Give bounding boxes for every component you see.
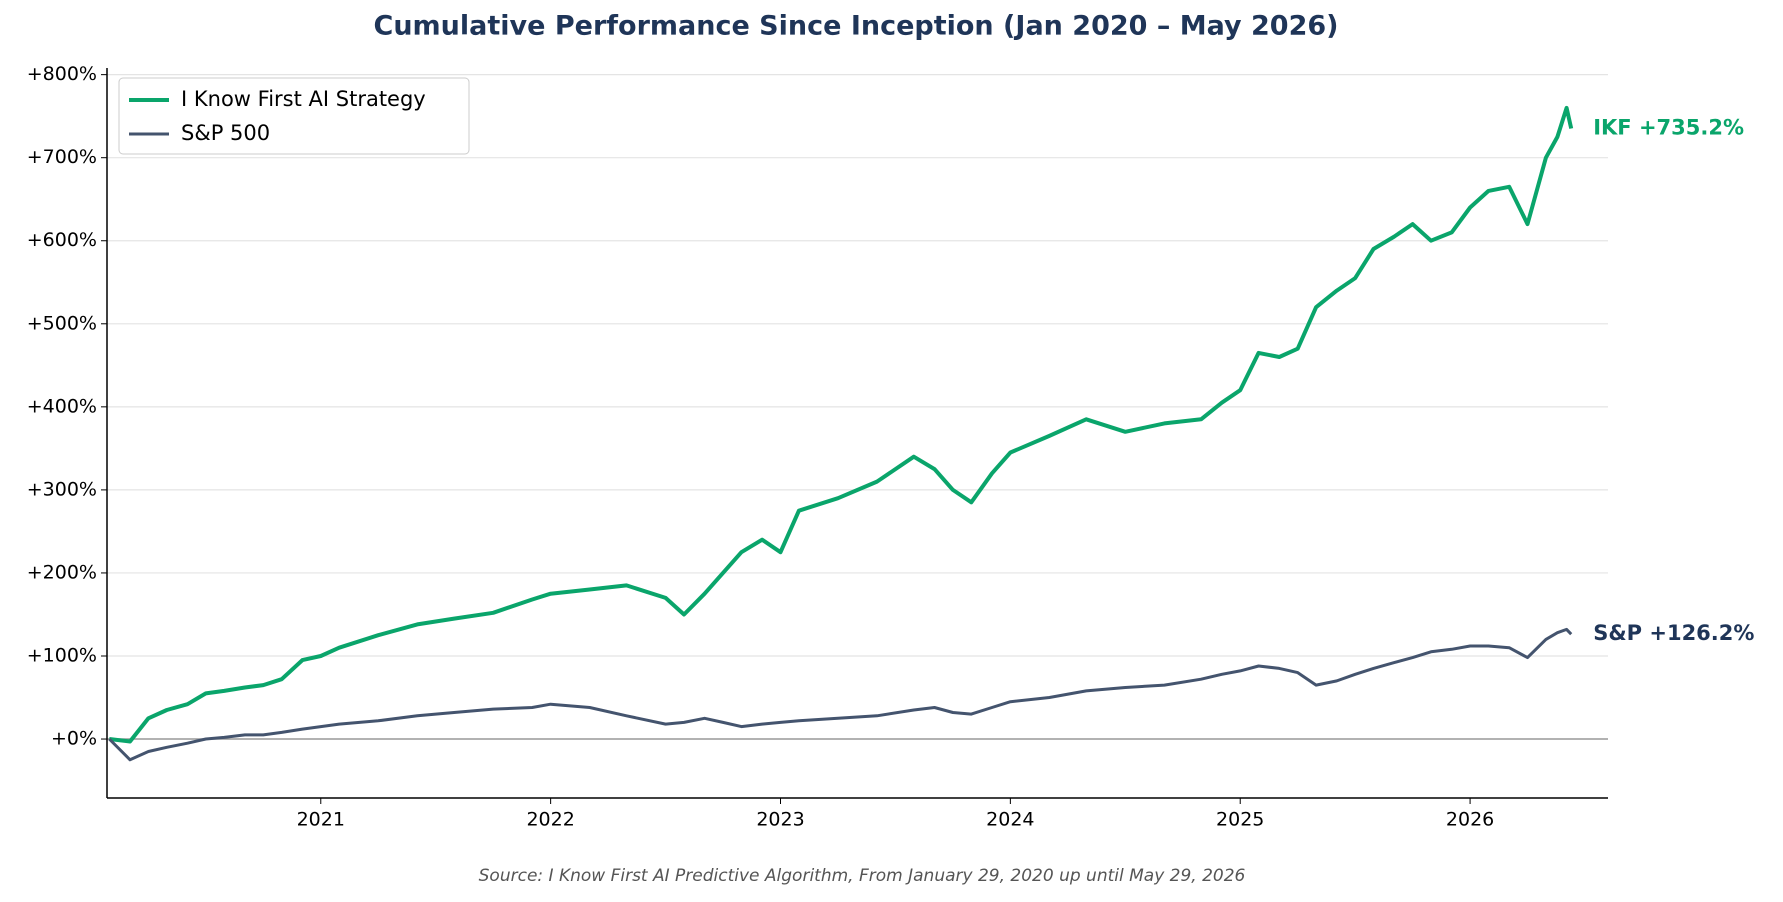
legend-label: S&P 500 bbox=[181, 121, 270, 145]
x-tick-label: 2025 bbox=[1216, 809, 1264, 831]
legend: I Know First AI Strategy S&P 500 bbox=[118, 77, 470, 155]
y-tick-label: +500% bbox=[27, 312, 97, 334]
series-line bbox=[109, 105, 1574, 744]
y-tick-label: +800% bbox=[27, 63, 97, 85]
x-tick-label: 2024 bbox=[986, 809, 1034, 831]
x-tick-label: 2026 bbox=[1446, 809, 1494, 831]
source-note: Source: I Know First AI Predictive Algor… bbox=[479, 866, 1246, 886]
series-line bbox=[108, 627, 1573, 762]
legend-box bbox=[118, 77, 470, 155]
y-tick-label: +0% bbox=[51, 728, 97, 750]
y-tick-label: +600% bbox=[27, 229, 97, 251]
y-tick-label: +100% bbox=[27, 644, 97, 666]
legend-label: I Know First AI Strategy bbox=[181, 87, 426, 111]
y-tick-label: +700% bbox=[27, 146, 97, 168]
y-tick-label: +300% bbox=[27, 478, 97, 500]
x-tick-label: 2021 bbox=[297, 809, 345, 831]
end-label: S&P +126.2% bbox=[1593, 621, 1754, 645]
end-label: IKF +735.2% bbox=[1593, 115, 1744, 139]
chart-title: Cumulative Performance Since Inception (… bbox=[374, 11, 1339, 42]
x-tick-label: 2023 bbox=[756, 809, 804, 831]
y-tick-label: +400% bbox=[27, 395, 97, 417]
y-tick-label: +200% bbox=[27, 561, 97, 583]
x-tick-label: 2022 bbox=[526, 809, 574, 831]
